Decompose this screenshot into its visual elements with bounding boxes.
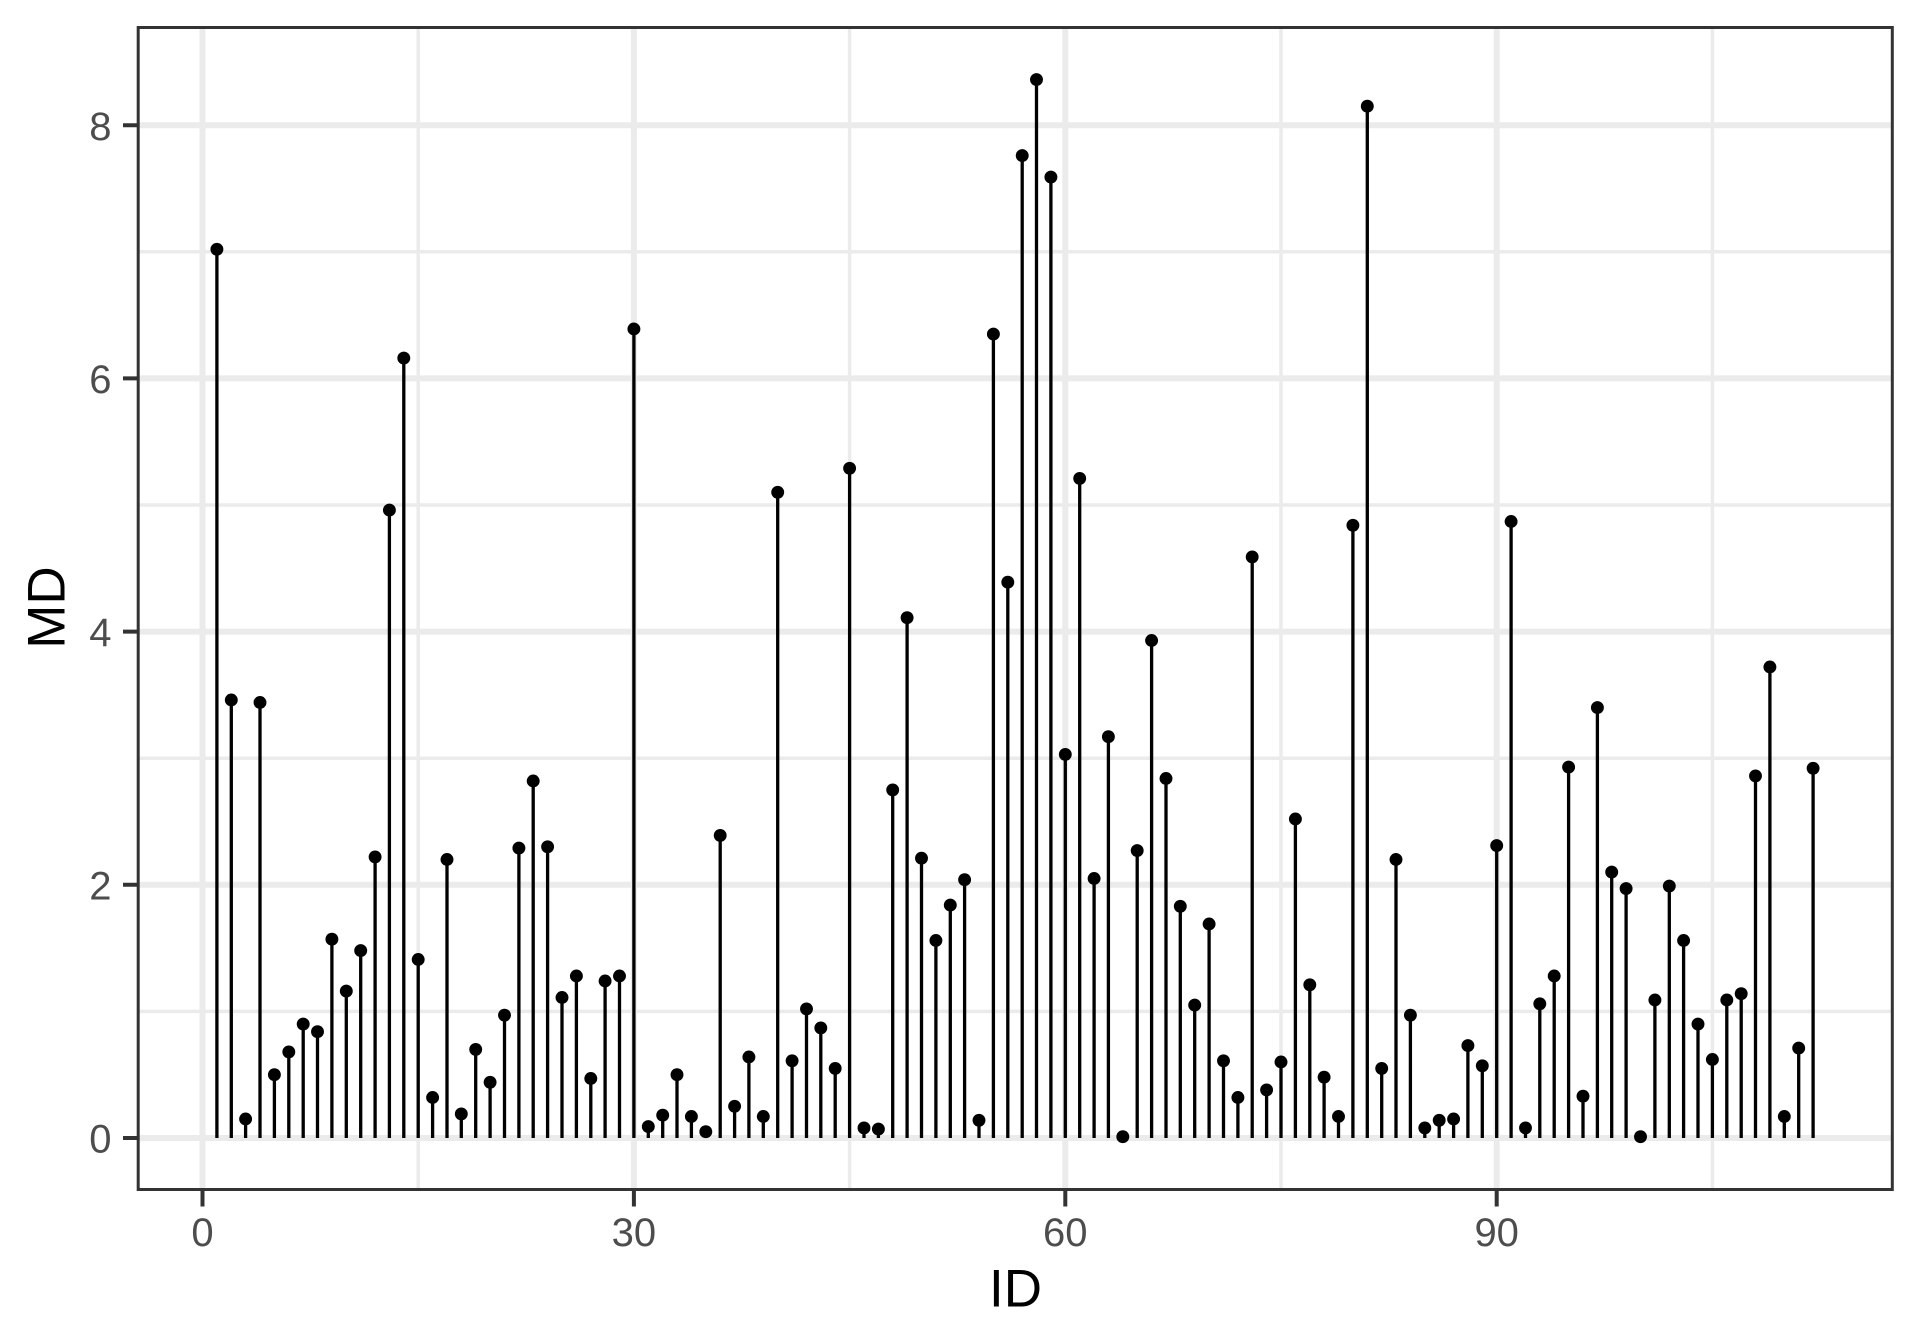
svg-text:90: 90 bbox=[1474, 1211, 1519, 1255]
svg-text:0: 0 bbox=[191, 1211, 213, 1255]
svg-text:0: 0 bbox=[89, 1118, 111, 1162]
svg-text:4: 4 bbox=[89, 611, 111, 655]
svg-text:6: 6 bbox=[89, 358, 111, 402]
svg-text:2: 2 bbox=[89, 864, 111, 908]
svg-text:8: 8 bbox=[89, 105, 111, 149]
svg-text:ID: ID bbox=[989, 1260, 1042, 1319]
svg-text:MD: MD bbox=[18, 566, 77, 648]
svg-text:30: 30 bbox=[612, 1211, 657, 1255]
svg-text:60: 60 bbox=[1043, 1211, 1088, 1255]
